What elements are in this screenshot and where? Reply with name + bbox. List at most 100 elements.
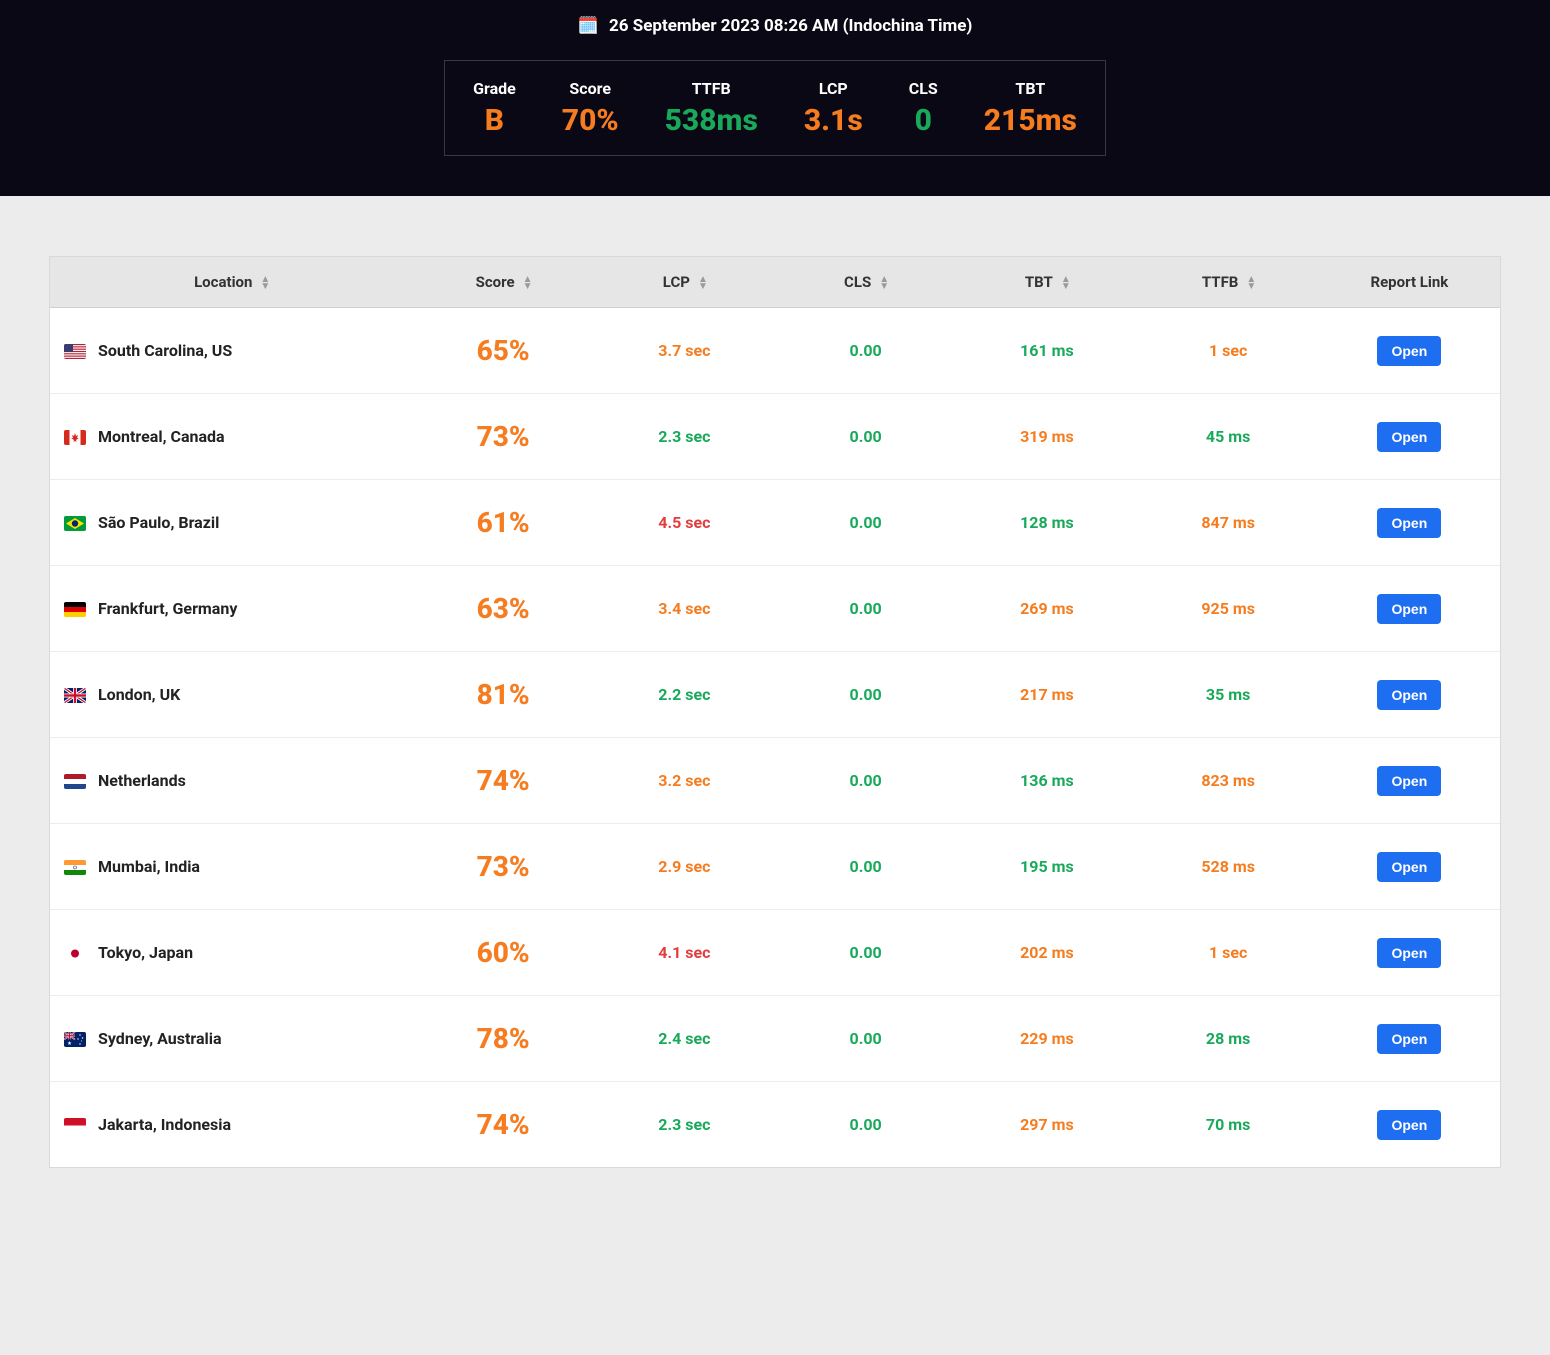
cell-score: 78%: [413, 996, 594, 1082]
open-report-button[interactable]: Open: [1377, 766, 1441, 796]
open-report-button[interactable]: Open: [1377, 422, 1441, 452]
cls-value: 0.00: [850, 513, 882, 532]
tbt-value: 297 ms: [1020, 1115, 1074, 1134]
gb-flag-icon: [64, 688, 86, 703]
cell-cls: 0.00: [775, 480, 956, 566]
cell-ttfb: 528 ms: [1138, 824, 1319, 910]
cell-report-link: Open: [1319, 652, 1500, 738]
metric-value: 70%: [562, 104, 619, 137]
cls-value: 0.00: [850, 943, 882, 962]
open-report-button[interactable]: Open: [1377, 594, 1441, 624]
metric-label: Score: [562, 79, 619, 98]
cell-cls: 0.00: [775, 566, 956, 652]
cell-cls: 0.00: [775, 996, 956, 1082]
location-name: Montreal, Canada: [98, 427, 225, 446]
open-report-button[interactable]: Open: [1377, 508, 1441, 538]
open-report-button[interactable]: Open: [1377, 852, 1441, 882]
open-report-button[interactable]: Open: [1377, 1110, 1441, 1140]
cell-cls: 0.00: [775, 652, 956, 738]
cell-score: 63%: [413, 566, 594, 652]
sort-icon[interactable]: [260, 276, 268, 290]
cell-location: Frankfurt, Germany: [50, 566, 413, 652]
metric-score: Score 70%: [544, 79, 637, 137]
cell-lcp: 2.3 sec: [594, 1082, 775, 1167]
cell-ttfb: 45 ms: [1138, 394, 1319, 480]
cell-ttfb: 28 ms: [1138, 996, 1319, 1082]
sort-icon[interactable]: [1246, 276, 1254, 290]
ttfb-value: 925 ms: [1201, 599, 1255, 618]
cell-lcp: 3.7 sec: [594, 308, 775, 394]
sort-icon[interactable]: [1061, 276, 1069, 290]
open-report-button[interactable]: Open: [1377, 938, 1441, 968]
metric-cls: CLS0: [891, 79, 956, 137]
metric-lcp: LCP3.1s: [786, 79, 881, 137]
cls-value: 0.00: [850, 1115, 882, 1134]
open-report-button[interactable]: Open: [1377, 1024, 1441, 1054]
in-flag-icon: [64, 860, 86, 875]
cell-report-link: Open: [1319, 1082, 1500, 1167]
cell-score: 61%: [413, 480, 594, 566]
cell-ttfb: 925 ms: [1138, 566, 1319, 652]
cell-tbt: 229 ms: [956, 996, 1137, 1082]
location-name: Mumbai, India: [98, 857, 200, 876]
col-tbt[interactable]: TBT: [956, 257, 1137, 308]
score-value: 61%: [477, 506, 530, 539]
cell-report-link: Open: [1319, 566, 1500, 652]
col-score[interactable]: Score: [413, 257, 594, 308]
cell-ttfb: 1 sec: [1138, 308, 1319, 394]
sort-icon[interactable]: [698, 276, 706, 290]
col-lcp-label: LCP: [663, 273, 690, 291]
cell-report-link: Open: [1319, 308, 1500, 394]
lcp-value: 3.4 sec: [658, 599, 710, 618]
cell-score: 73%: [413, 824, 594, 910]
lcp-value: 4.5 sec: [658, 513, 710, 532]
cell-location: Sydney, Australia: [50, 996, 413, 1082]
timestamp: 🗓️ 26 September 2023 08:26 AM (Indochina…: [0, 8, 1550, 60]
col-ttfb[interactable]: TTFB: [1138, 257, 1319, 308]
score-value: 60%: [477, 936, 530, 969]
ttfb-value: 35 ms: [1206, 685, 1250, 704]
ca-flag-icon: [64, 430, 86, 445]
cell-location: Mumbai, India: [50, 824, 413, 910]
open-report-button[interactable]: Open: [1377, 336, 1441, 366]
metric-value: B: [473, 104, 516, 137]
open-report-button[interactable]: Open: [1377, 680, 1441, 710]
au-flag-icon: [64, 1032, 86, 1047]
cell-report-link: Open: [1319, 824, 1500, 910]
summary-metrics: GradeBScore70%TTFB538msLCP3.1sCLS0TBT215…: [444, 60, 1106, 156]
cell-location: Tokyo, Japan: [50, 910, 413, 996]
cell-tbt: 161 ms: [956, 308, 1137, 394]
cls-value: 0.00: [850, 427, 882, 446]
table-row: South Carolina, US65%3.7 sec0.00161 ms1 …: [50, 308, 1500, 394]
cell-cls: 0.00: [775, 308, 956, 394]
metric-label: Grade: [473, 79, 516, 98]
col-cls[interactable]: CLS: [775, 257, 956, 308]
metric-label: CLS: [909, 79, 938, 98]
results-table: Location Score LCP CLS TBT TTFB Report L…: [49, 256, 1501, 1168]
ttfb-value: 823 ms: [1201, 771, 1255, 790]
cls-value: 0.00: [850, 341, 882, 360]
cell-score: 73%: [413, 394, 594, 480]
cell-lcp: 3.2 sec: [594, 738, 775, 824]
score-value: 63%: [477, 592, 530, 625]
cls-value: 0.00: [850, 1029, 882, 1048]
cell-location: South Carolina, US: [50, 308, 413, 394]
location-name: Netherlands: [98, 771, 186, 790]
table-row: Frankfurt, Germany 63% 3.4 sec 0.00269 ms 92…: [50, 566, 1500, 652]
cell-report-link: Open: [1319, 394, 1500, 480]
table-row: Mumbai, India73%2.9 sec0.00195 ms528 msO…: [50, 824, 1500, 910]
us-flag-icon: [64, 344, 86, 359]
metric-value: 215ms: [984, 104, 1077, 137]
cell-location: São Paulo, Brazil: [50, 480, 413, 566]
sort-icon[interactable]: [879, 276, 887, 290]
cell-lcp: 3.4 sec: [594, 566, 775, 652]
cell-lcp: 4.1 sec: [594, 910, 775, 996]
col-lcp[interactable]: LCP: [594, 257, 775, 308]
tbt-value: 128 ms: [1020, 513, 1074, 532]
col-location[interactable]: Location: [50, 257, 413, 308]
score-value: 74%: [477, 764, 530, 797]
cell-tbt: 269 ms: [956, 566, 1137, 652]
id-flag-icon: [64, 1118, 86, 1133]
table-row: London, UK81%2.2 sec0.00217 ms35 msOpen: [50, 652, 1500, 738]
sort-icon[interactable]: [523, 276, 531, 290]
